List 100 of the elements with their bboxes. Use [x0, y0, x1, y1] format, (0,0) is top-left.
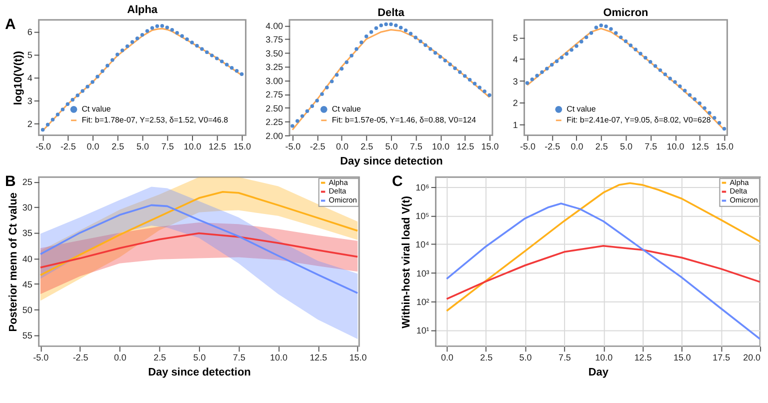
line-series — [39, 204, 358, 294]
point — [354, 47, 358, 51]
point — [300, 114, 304, 118]
x-tick-label: 7.5 — [410, 142, 422, 152]
line-series — [39, 232, 358, 268]
point — [205, 50, 209, 54]
point — [190, 40, 194, 44]
point — [458, 70, 462, 74]
x-tick-label: 10.0 — [666, 142, 684, 152]
y-tick-label: 3 — [512, 76, 518, 86]
point — [296, 119, 300, 123]
x-tick-label: -5.0 — [33, 352, 49, 363]
point — [374, 26, 378, 30]
point — [482, 89, 486, 94]
point — [210, 54, 214, 58]
x-axis-title: Day since detection — [340, 156, 443, 168]
point — [224, 62, 229, 67]
y-tick-label: 35 — [22, 228, 32, 238]
point — [135, 36, 140, 40]
point — [698, 101, 702, 106]
point — [340, 66, 344, 71]
x-tick-label: 5.0 — [620, 142, 632, 152]
point — [310, 104, 314, 108]
point — [360, 40, 364, 44]
legend-label: Fit: b=1.57e-05, Y=1.46, δ=0.88, V0=124 — [332, 115, 477, 124]
point — [628, 44, 633, 48]
point — [708, 111, 712, 115]
y-tick-label: 2.25 — [266, 117, 284, 128]
point — [305, 109, 310, 113]
x-tick-label: 12.5 — [456, 142, 474, 152]
point — [550, 62, 554, 67]
point — [702, 106, 706, 110]
x-tick-label: 2.5 — [112, 142, 124, 152]
x-tick-label: 10.0 — [270, 352, 288, 363]
point — [344, 60, 348, 64]
point — [150, 26, 154, 30]
x-tick-label: -5.0 — [285, 142, 301, 152]
point — [50, 118, 55, 122]
point — [418, 39, 422, 44]
x-tick-label: 5.0 — [136, 142, 149, 152]
point — [230, 66, 234, 70]
point — [116, 52, 120, 56]
point — [90, 80, 94, 84]
line-series — [446, 245, 760, 300]
x-tick-label: 12.5 — [691, 142, 709, 152]
point — [554, 59, 559, 64]
x-tick-label: 10.0 — [432, 142, 450, 152]
y-tick-label: 2 — [512, 98, 518, 108]
y-tick-label: 3.25 — [266, 62, 284, 72]
x-tick-label: 0.0 — [440, 352, 454, 363]
point — [624, 39, 628, 44]
point — [644, 56, 648, 60]
point — [433, 51, 438, 55]
point — [448, 62, 452, 66]
y-tick-label: 2 — [27, 119, 32, 130]
y-tick-label: 6 — [27, 26, 32, 37]
point — [325, 86, 329, 90]
point — [424, 43, 428, 48]
x-tick-label: 5.0 — [385, 142, 398, 152]
point — [574, 44, 578, 48]
x-tick-label: 7.5 — [232, 352, 246, 363]
x-tick-label: 0.0 — [570, 142, 584, 152]
point — [453, 66, 457, 70]
point — [414, 36, 418, 40]
point — [394, 24, 398, 28]
line-series — [292, 29, 490, 131]
point — [240, 72, 244, 76]
point — [428, 47, 432, 51]
point — [589, 31, 594, 35]
y-tick-label: 10² — [416, 296, 430, 307]
point — [478, 86, 482, 90]
y-tick-label: 10³ — [416, 268, 430, 278]
point — [96, 74, 100, 79]
point — [60, 108, 65, 112]
x-tick-label: 15.0 — [349, 352, 367, 363]
point — [682, 88, 687, 93]
point — [140, 33, 144, 37]
point — [175, 30, 179, 35]
point — [369, 30, 374, 34]
x-tick-label: 7.5 — [644, 142, 658, 152]
text: B — [4, 173, 16, 190]
point — [472, 82, 477, 86]
x-axis-title: Day — [588, 366, 610, 379]
point — [408, 32, 413, 36]
text: A — [4, 16, 16, 33]
point — [234, 69, 239, 73]
point — [688, 93, 692, 97]
y-tick-label: 4.00 — [266, 20, 284, 31]
point — [86, 84, 90, 88]
x-axis-title: Day since detection — [148, 366, 251, 379]
point — [160, 24, 164, 28]
y-tick-label: 25 — [22, 177, 32, 188]
x-tick-label: 15.0 — [481, 142, 499, 152]
x-tick-label: -5.0 — [36, 142, 51, 152]
point — [389, 22, 393, 26]
point — [722, 126, 726, 131]
y-tick-label: 45 — [22, 279, 32, 290]
point — [70, 98, 74, 102]
point — [76, 94, 80, 98]
point — [525, 81, 530, 85]
